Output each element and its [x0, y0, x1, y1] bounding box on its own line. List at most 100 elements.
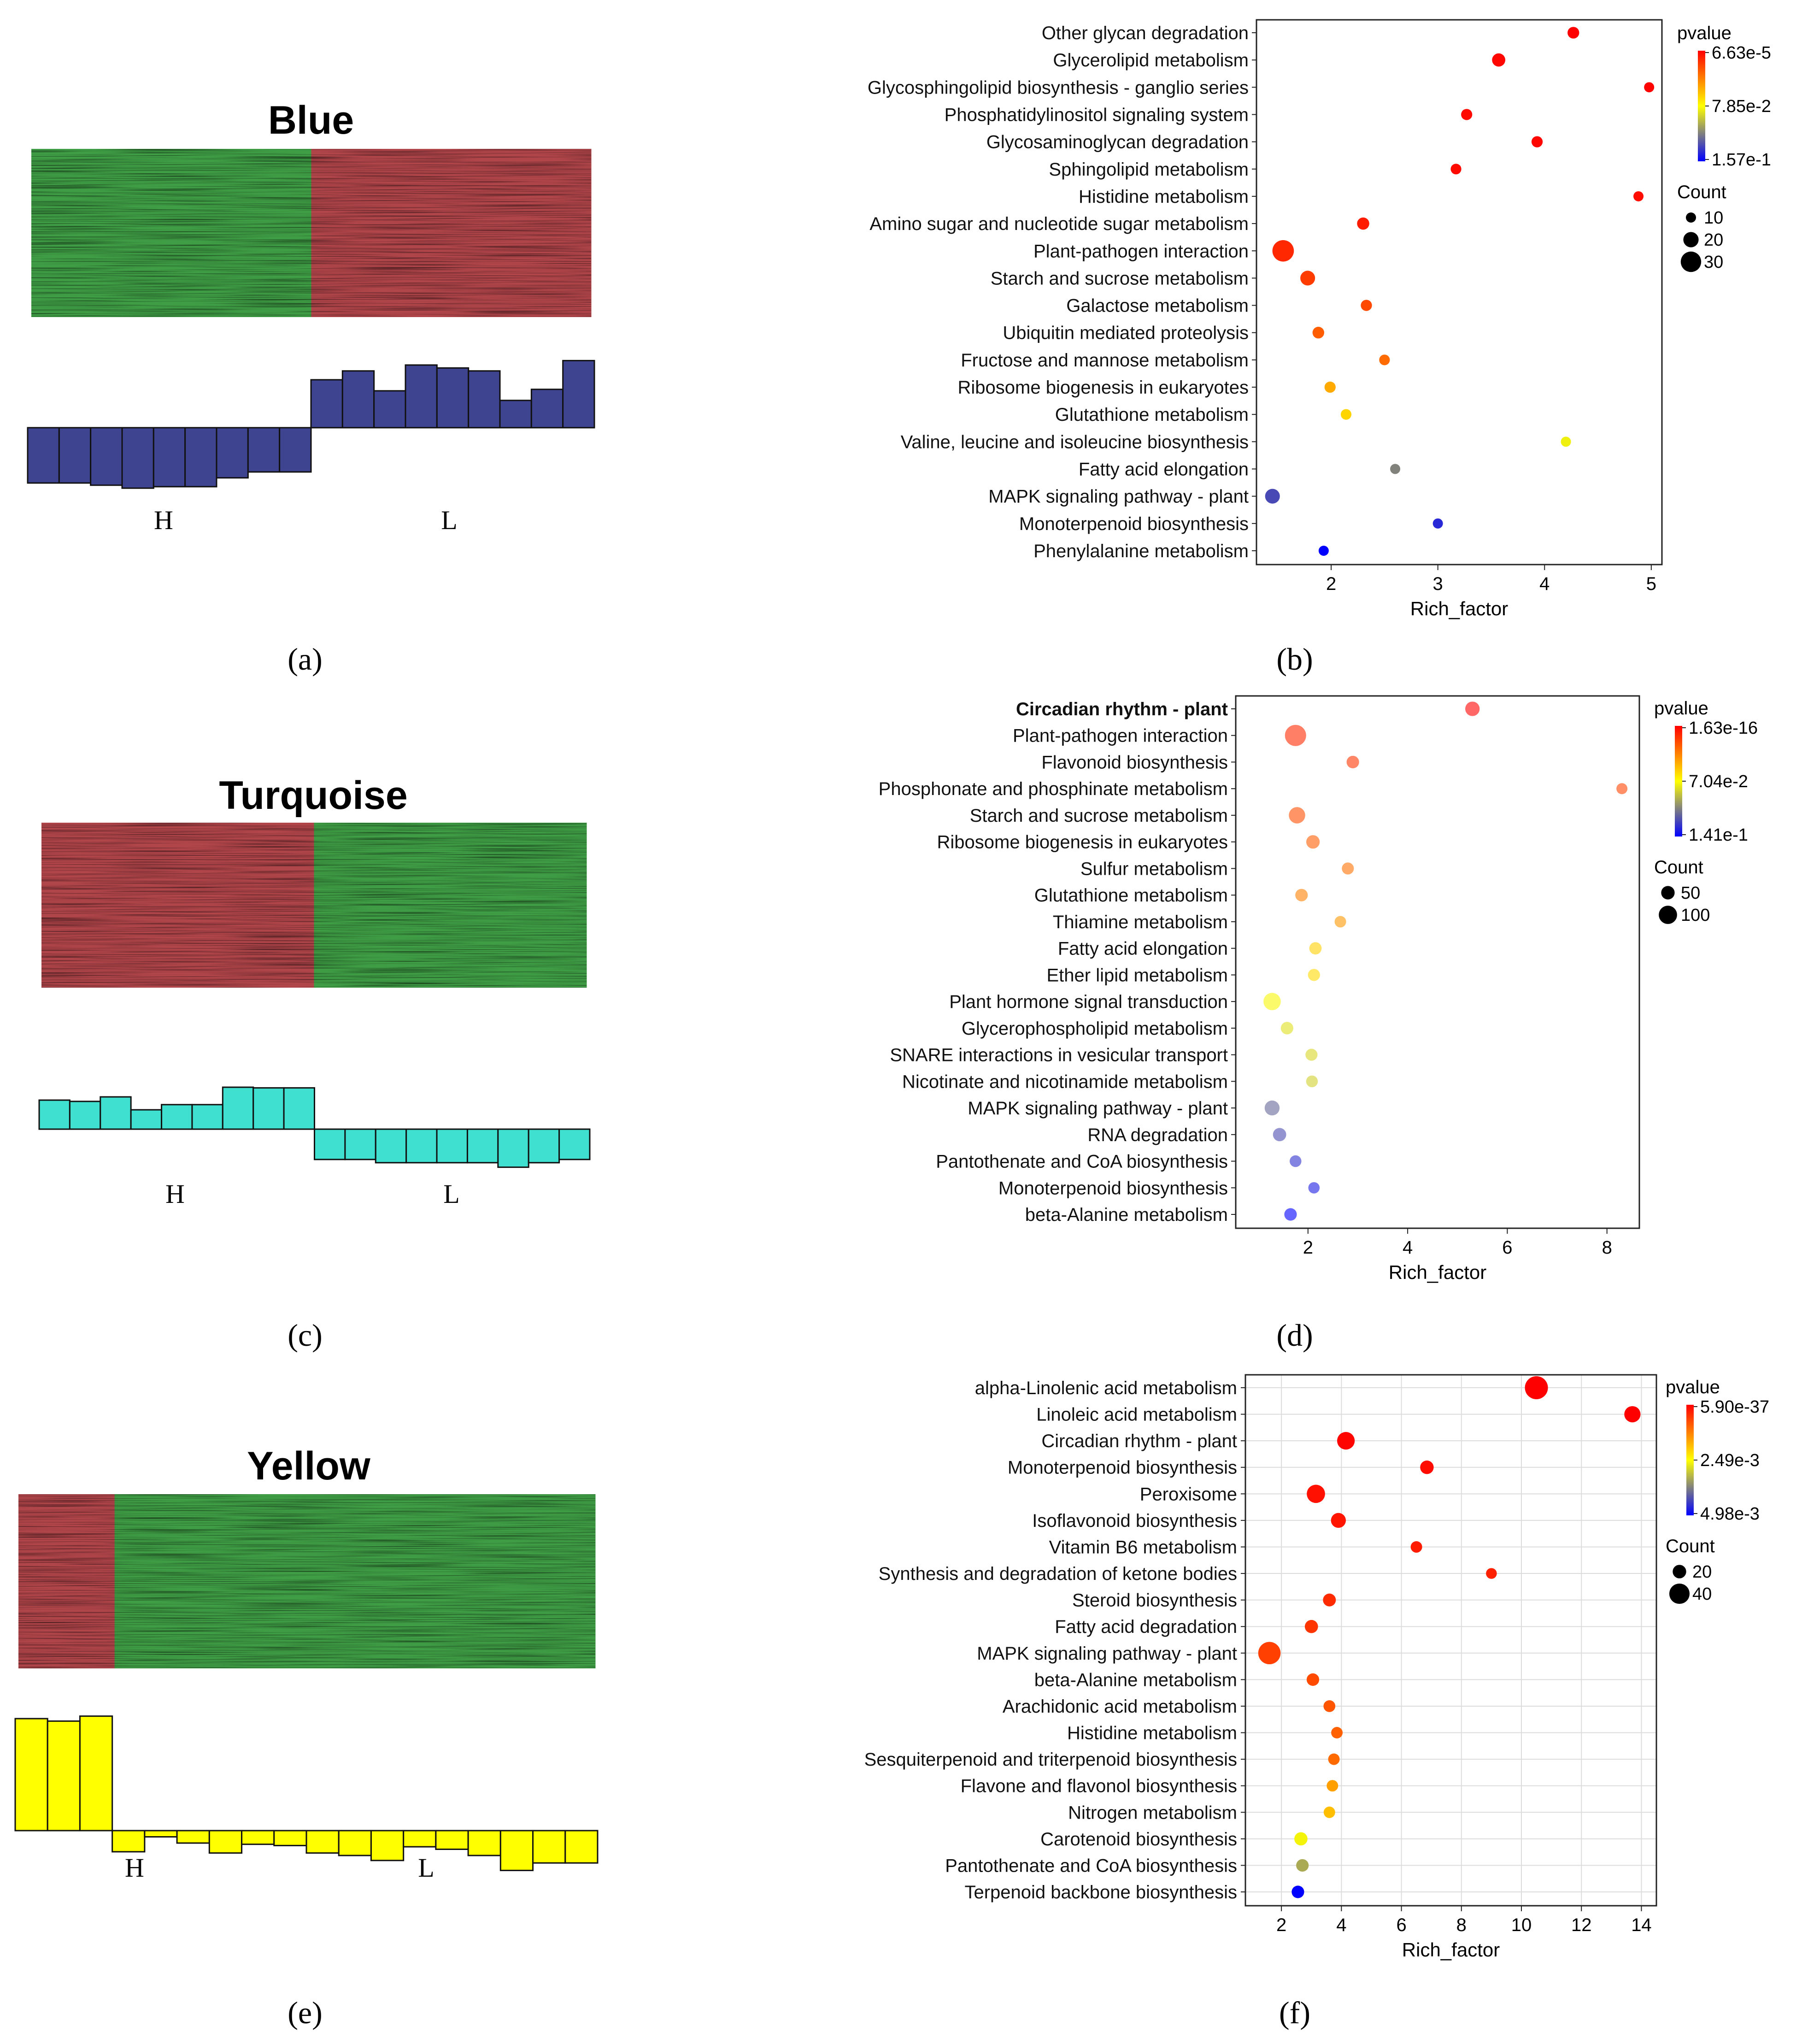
enrichment-point: [1307, 1484, 1325, 1503]
eigengene-bar: [375, 1128, 407, 1164]
enrichment-chart-f: alpha-Linolenic acid metabolism Linoleic …: [864, 1374, 1769, 1961]
heatmap-texture: [31, 149, 591, 317]
legend-pvalue-tick: 1.57e-1: [1712, 150, 1771, 170]
eigengene-bar: [564, 1830, 599, 1864]
term-label: Phosphonate and phosphinate metabolism: [879, 779, 1228, 799]
legend-count-swatch: [1659, 906, 1677, 924]
legend-count-title: Count: [1677, 182, 1726, 202]
term-label: Glycosaminoglycan degradation: [986, 132, 1249, 153]
enrichment-point: [1295, 889, 1308, 901]
enrichment-chart-d: Circadian rhythm - plant Plant-pathogen i…: [879, 695, 1758, 1283]
term-label: Circadian rhythm - plant: [1041, 1431, 1237, 1451]
legend-count-label: 50: [1681, 884, 1700, 903]
enrichment-point: [1624, 1406, 1641, 1423]
eigengene-bar: [161, 1104, 193, 1130]
x-tick-label: 2: [1276, 1915, 1286, 1935]
enrichment-point: [1616, 783, 1628, 795]
eigengene-bar: [341, 370, 375, 429]
x-tick-label: 4: [1539, 574, 1550, 594]
legend-count-swatch: [1680, 251, 1702, 272]
enrichment-point: [1305, 1049, 1318, 1061]
enrichment-point: [1304, 1620, 1318, 1633]
eigengene-bar: [241, 1830, 275, 1845]
term-label: Monoterpenoid biosynthesis: [1008, 1458, 1237, 1478]
heatmap-texture: [41, 823, 587, 988]
eigengene-bar: [184, 427, 217, 488]
legend-count-label: 20: [1692, 1562, 1712, 1582]
legend-pvalue-tick: 4.98e-3: [1700, 1504, 1760, 1524]
term-label: Sphingolipid metabolism: [1049, 159, 1249, 180]
enrichment-point: [1284, 1208, 1297, 1221]
term-label: Flavone and flavonol biosynthesis: [961, 1776, 1237, 1797]
enrichment-point: [1318, 546, 1329, 556]
legend-count-label: 30: [1704, 253, 1723, 272]
x-tick-label: 3: [1433, 574, 1443, 594]
eigengene-bar: [191, 1104, 223, 1130]
eigengene-bar: [528, 1128, 560, 1164]
enrichment-point: [1331, 1513, 1346, 1528]
term-label: Fatty acid degradation: [1055, 1617, 1237, 1637]
enrichment-point: [1306, 835, 1320, 849]
term-label: Nicotinate and nicotinamide metabolism: [902, 1072, 1228, 1092]
eigengene-bar: [69, 1101, 101, 1130]
eigengene-bar: [532, 1830, 566, 1864]
term-label: Plant-pathogen interaction: [1013, 726, 1228, 746]
enrichment-point: [1342, 862, 1354, 875]
legend-count-swatch: [1669, 1583, 1690, 1604]
eigengene-bar: [144, 1830, 178, 1838]
eigengene-bar: [370, 1830, 405, 1861]
enrichment-point: [1567, 27, 1579, 39]
eigengene-bar: [466, 1128, 499, 1164]
eigengene-bar: [314, 1128, 346, 1160]
term-label: beta-Alanine metabolism: [1034, 1670, 1237, 1690]
eigengene-bar: [176, 1830, 210, 1844]
eigengene-bar: [216, 427, 249, 479]
enrichment-point: [1465, 701, 1480, 716]
term-label: RNA degradation: [1087, 1125, 1228, 1145]
heatmap-blue: [31, 149, 592, 317]
term-label: Monoterpenoid biosynthesis: [1019, 514, 1249, 534]
eigengene-bar: [58, 427, 92, 484]
term-label: Galactose metabolism: [1066, 296, 1249, 316]
enrichment-point: [1461, 109, 1473, 120]
module-panel-turquoise: Turquoise H L: [38, 773, 591, 1209]
enrichment-point: [1340, 409, 1352, 420]
enrichment-point: [1390, 464, 1401, 474]
eigengene-bar: [112, 1830, 146, 1853]
plot-frame: [1235, 695, 1640, 1229]
x-tick-label: 4: [1336, 1915, 1346, 1935]
enrichment-point: [1294, 1832, 1308, 1846]
term-label: Nitrogen metabolism: [1068, 1802, 1237, 1823]
enrichment-point: [1531, 136, 1543, 147]
eigengene-bar: [273, 1830, 307, 1846]
term-label: Isoflavonoid biosynthesis: [1032, 1511, 1237, 1531]
eigengene-bar: [310, 379, 343, 429]
term-label: Ether lipid metabolism: [1047, 965, 1228, 985]
enrichment-point: [1258, 1642, 1281, 1665]
eigengene-bar: [100, 1096, 132, 1130]
legend-count-title: Count: [1666, 1536, 1715, 1556]
module-title-turquoise: Turquoise: [219, 773, 407, 818]
panel-captions: (a) (b) (c) (d) (e) (f): [288, 642, 1313, 2030]
term-label: Pantothenate and CoA biosynthesis: [945, 1856, 1237, 1876]
legend-count-swatch: [1661, 886, 1675, 900]
eigengene-bar: [121, 427, 154, 489]
group-label-l: L: [418, 1853, 434, 1883]
term-label: Carotenoid biosynthesis: [1040, 1829, 1237, 1850]
x-tick-label: 2: [1303, 1237, 1313, 1258]
x-tick-label: 4: [1403, 1237, 1413, 1258]
term-label: alpha-Linolenic acid metabolism: [975, 1378, 1237, 1398]
module-panel-yellow: Yellow H L: [14, 1444, 599, 1883]
term-label: Fatty acid elongation: [1058, 939, 1228, 959]
enrichment-point: [1312, 327, 1324, 339]
legend-pvalue-tick: 5.90e-37: [1700, 1397, 1769, 1417]
group-label-l: L: [443, 1179, 459, 1209]
eigengene-bar: [130, 1109, 163, 1130]
legend-count-swatch: [1686, 212, 1696, 223]
eigengene-bar: [405, 1128, 438, 1164]
enrichment-point: [1361, 300, 1372, 311]
x-tick-label: 12: [1571, 1915, 1592, 1935]
term-label: Synthesis and degradation of ketone bodi…: [879, 1564, 1237, 1584]
term-label: Plant hormone signal transduction: [949, 992, 1228, 1012]
